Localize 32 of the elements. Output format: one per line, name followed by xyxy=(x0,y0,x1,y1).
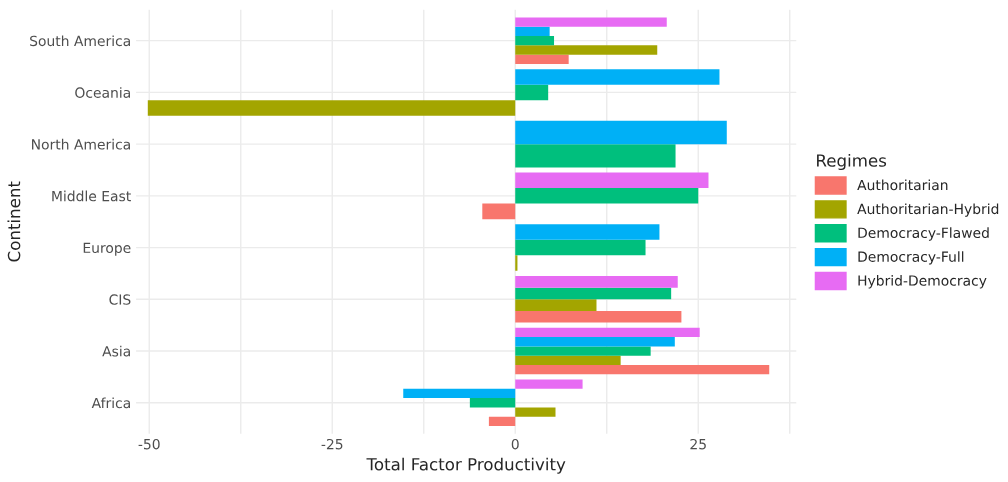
x-tick-label: -50 xyxy=(138,438,160,450)
y-tick-label: CIS xyxy=(109,294,131,305)
y-axis-title: Continent xyxy=(7,181,21,262)
bar xyxy=(515,355,621,365)
legend-label: Democracy-Flawed xyxy=(858,227,989,241)
x-tick-label: 0 xyxy=(511,438,519,450)
bar xyxy=(515,379,583,389)
y-tick-label: Oceania xyxy=(75,87,130,98)
bar xyxy=(515,276,678,288)
bar xyxy=(515,54,569,64)
x-axis-title: Total Factor Productivity xyxy=(366,457,566,474)
legend-label: Authoritarian-Hybrid xyxy=(857,203,999,217)
legend-title: Regimes xyxy=(817,153,887,171)
bar xyxy=(515,407,556,417)
y-tick-label: Africa xyxy=(91,397,130,409)
legend-label: Authoritarian xyxy=(857,179,948,191)
bar xyxy=(515,17,667,27)
bar xyxy=(515,365,770,375)
bar xyxy=(515,310,682,323)
bar xyxy=(488,416,516,427)
y-tick-label: Europe xyxy=(83,242,131,256)
bar xyxy=(515,45,658,55)
bar xyxy=(515,188,699,204)
x-tick-label: -25 xyxy=(321,438,343,450)
y-tick-label: Middle East xyxy=(52,190,131,202)
bar xyxy=(515,327,700,338)
legend-label: Democracy-Full xyxy=(858,251,964,265)
y-tick-label: North America xyxy=(32,138,130,150)
x-tick-label: 25 xyxy=(690,438,706,450)
y-tick-label: Asia xyxy=(102,345,130,357)
y-tick-label: South America xyxy=(30,35,130,47)
legend-label: Hybrid-Democracy xyxy=(858,275,987,289)
